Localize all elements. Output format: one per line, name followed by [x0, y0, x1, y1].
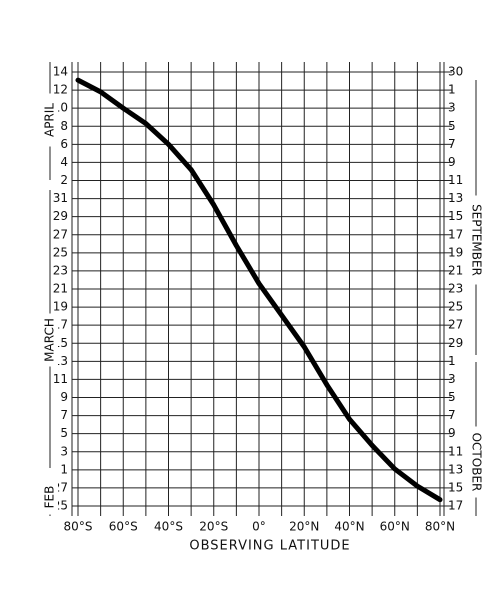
y-tick-label: 11: [53, 372, 68, 386]
label-bg: [42, 313, 58, 367]
label-bg: [468, 195, 484, 285]
month-label: SEPTEMBER: [470, 204, 484, 276]
x-tick-label: 40°N: [334, 520, 364, 534]
y-tick-label: 9: [60, 390, 68, 404]
month-label: MARCH: [43, 318, 57, 362]
y-tick-label: 6: [60, 137, 68, 151]
y-tick-label: 5: [60, 426, 68, 440]
y2-tick-label: 15: [448, 209, 463, 223]
y2-tick-label: 29: [448, 336, 463, 350]
y-tick-label: 4: [60, 155, 68, 169]
x-tick-label: 40°S: [154, 520, 183, 534]
x-tick-label: 60°N: [380, 520, 410, 534]
x-tick-label: 0°: [252, 520, 266, 534]
x-axis-label: OBSERVING LATITUDE: [189, 539, 350, 554]
y2-tick-label: 23: [448, 282, 463, 296]
y-tick-label: 31: [53, 191, 68, 205]
y-tick-label: 14: [53, 65, 68, 79]
y2-tick-label: 15: [448, 480, 463, 494]
month-label: OCTOBER: [470, 433, 484, 492]
y-tick-label: 19: [53, 300, 68, 314]
label-bg: [42, 479, 58, 515]
month-label: APRIL: [43, 103, 57, 137]
y-tick-label: 12: [53, 83, 68, 97]
y2-tick-label: 27: [448, 318, 463, 332]
y2-tick-label: 13: [448, 191, 463, 205]
label-bg: [42, 93, 58, 147]
y-tick-label: 1: [60, 462, 68, 476]
x-tick-label: 80°S: [64, 520, 93, 534]
x-tick-label: 20°N: [289, 520, 319, 534]
y-tick-label: 21: [53, 282, 68, 296]
curve: [75, 77, 443, 503]
y-tick-label: 8: [60, 119, 68, 133]
y-tick-label: 27: [53, 227, 68, 241]
y-tick-label: 23: [53, 263, 68, 277]
y2-tick-label: 25: [448, 300, 463, 314]
y2-tick-label: 30: [448, 65, 463, 79]
y2-tick-label: 11: [448, 173, 463, 187]
y2-tick-label: 13: [448, 462, 463, 476]
x-tick-label: 80°N: [425, 520, 455, 534]
x-tick-label: 60°S: [109, 520, 138, 534]
label-bg: [468, 426, 484, 498]
y2-tick-label: 11: [448, 444, 463, 458]
y2-tick-label: 17: [448, 499, 463, 513]
y-tick-label: 3: [60, 444, 68, 458]
x-tick-label: 20°S: [199, 520, 228, 534]
y2-tick-label: 19: [448, 245, 463, 259]
month-label: FEB: [43, 486, 57, 509]
y2-tick-label: 17: [448, 227, 463, 241]
y-tick-label: 29: [53, 209, 68, 223]
y2-tick-label: 21: [448, 263, 463, 277]
y-tick-label: 7: [60, 408, 68, 422]
y-tick-label: 2: [60, 173, 68, 187]
y-tick-label: 25: [53, 245, 68, 259]
